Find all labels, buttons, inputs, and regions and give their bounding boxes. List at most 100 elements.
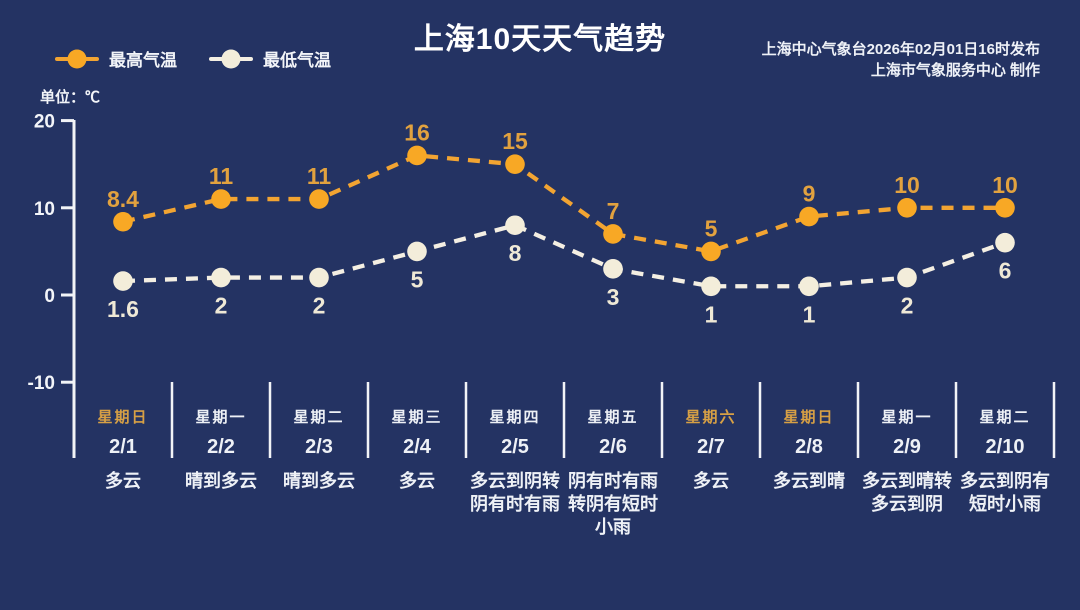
- date-label: 2/3: [305, 436, 333, 458]
- unit-label: 单位：℃: [40, 89, 101, 106]
- publisher-info: 上海中心气象台2026年02月01日16时发布 上海市气象服务中心 制作: [762, 39, 1040, 81]
- temp-value-label: 10: [992, 172, 1018, 198]
- high-temp-dot-icon: [67, 49, 87, 68]
- temp-value-label: 1.6: [107, 296, 139, 322]
- temp-point: [799, 206, 819, 227]
- weather-label: 晴到多云: [185, 471, 257, 491]
- temp-point: [603, 224, 623, 244]
- day-column: 星期二 2/10 多云到阴有短时小雨: [956, 382, 1054, 516]
- legend-low-label: 最低气温: [263, 51, 331, 70]
- temp-point: [505, 154, 525, 174]
- weather-label: 多云: [399, 471, 435, 491]
- temp-value-label: 15: [502, 128, 528, 154]
- weekday-label: 星期二: [293, 409, 345, 426]
- temp-value-label: 9: [803, 181, 816, 207]
- temp-point: [897, 267, 917, 288]
- page-title: 上海10天天气趋势: [413, 23, 667, 56]
- date-label: 2/10: [985, 436, 1025, 458]
- low-temp-line: [122, 222, 1006, 289]
- weather-label: 晴到多云: [283, 471, 355, 491]
- weather-label: 多云: [693, 471, 729, 491]
- publisher-line-2: 上海市气象服务中心 制作: [870, 62, 1040, 79]
- temp-point: [407, 241, 427, 262]
- day-column: 星期一 2/2 晴到多云: [172, 382, 270, 493]
- day-column: 星期二 2/3 晴到多云: [270, 382, 368, 493]
- temp-value-label: 2: [215, 293, 228, 319]
- y-tick-label: 0: [44, 286, 55, 307]
- day-column: 星期日 2/1 多云: [74, 382, 172, 493]
- weather-label: 阴有时有雨转阴有短时小雨: [568, 471, 658, 537]
- y-tick-label: 20: [34, 112, 55, 133]
- weather-label: 多云到阴有短时小雨: [960, 471, 1050, 514]
- temp-value-label: 1: [705, 301, 718, 327]
- weather-label: 多云到晴: [773, 471, 845, 491]
- temp-value-label: 16: [404, 119, 430, 145]
- temp-point: [407, 145, 427, 166]
- weather-label: 多云到阴转阴有时有雨: [470, 471, 560, 514]
- temp-value-label: 5: [705, 215, 718, 241]
- day-column: 星期一 2/9 多云到晴转多云到阴: [858, 382, 956, 516]
- date-label: 2/6: [599, 436, 627, 458]
- legend-high-label: 最高气温: [109, 51, 177, 70]
- legend-item-low: 最低气温: [209, 46, 331, 71]
- temp-value-label: 11: [209, 163, 234, 189]
- temp-value-label: 10: [894, 172, 920, 198]
- weekday-label: 星期一: [881, 409, 933, 426]
- date-label: 2/2: [207, 436, 235, 458]
- temp-value-label: 11: [307, 163, 332, 189]
- y-tick-label: 10: [34, 199, 55, 220]
- publisher-line-1: 上海中心气象台2026年02月01日16时发布: [761, 41, 1040, 58]
- weather-label: 多云到晴转多云到阴: [862, 471, 952, 514]
- weekday-label: 星期二: [979, 409, 1031, 426]
- temp-point: [995, 198, 1015, 218]
- weekday-label: 星期日: [783, 409, 835, 426]
- temp-point: [799, 276, 819, 297]
- temp-point: [309, 267, 329, 288]
- temp-point: [995, 232, 1015, 253]
- temp-point: [113, 211, 133, 232]
- temp-point: [603, 259, 623, 279]
- date-label: 2/5: [501, 436, 529, 458]
- day-column: 星期五 2/6 阴有时有雨转阴有短时小雨: [564, 382, 662, 539]
- weekday-label: 星期四: [489, 409, 541, 426]
- temp-point: [701, 276, 721, 297]
- high-temp-line: [122, 153, 1005, 254]
- date-label: 2/9: [893, 436, 921, 458]
- temp-point: [897, 198, 917, 218]
- temp-point: [113, 271, 133, 291]
- temp-value-label: 3: [607, 284, 620, 310]
- weekday-label: 星期日: [97, 409, 149, 426]
- temp-value-label: 8.4: [107, 186, 139, 212]
- weekday-label: 星期一: [195, 409, 247, 426]
- temp-point: [211, 267, 231, 288]
- weekday-label: 星期三: [391, 409, 443, 426]
- temp-point: [701, 241, 721, 262]
- weather-label: 多云: [105, 471, 141, 491]
- day-column: 星期日 2/8 多云到晴: [760, 382, 858, 493]
- temp-value-label: 8: [509, 240, 522, 266]
- weekday-label: 星期五: [587, 409, 639, 426]
- low-temp-dot-icon: [221, 49, 241, 68]
- date-label: 2/8: [795, 436, 823, 458]
- temp-value-label: 6: [999, 258, 1012, 284]
- temp-value-label: 7: [607, 198, 620, 224]
- y-tick-label: -10: [28, 373, 55, 394]
- temp-point: [309, 189, 329, 209]
- chart-legend: 最高气温 最低气温: [55, 46, 331, 71]
- temp-point: [505, 215, 525, 236]
- day-column: 星期六 2/7 多云: [662, 382, 760, 493]
- date-label: 2/1: [109, 436, 137, 458]
- temp-value-label: 1: [803, 301, 816, 327]
- date-label: 2/4: [403, 436, 431, 458]
- date-label: 2/7: [697, 436, 725, 458]
- temp-value-label: 5: [411, 266, 424, 292]
- temp-point: [211, 189, 231, 209]
- legend-high-swatch: [55, 49, 99, 68]
- temp-value-label: 2: [313, 293, 326, 319]
- day-column: 星期四 2/5 多云到阴转阴有时有雨: [466, 382, 564, 516]
- day-column: 星期三 2/4 多云: [368, 382, 466, 493]
- weekday-label: 星期六: [685, 409, 737, 426]
- legend-low-swatch: [209, 49, 253, 68]
